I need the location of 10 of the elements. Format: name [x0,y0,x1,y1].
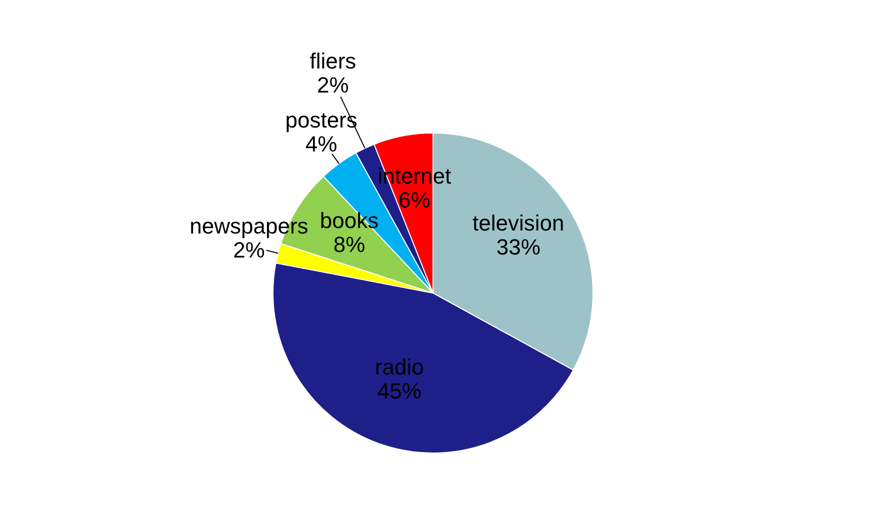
slice-label: fliers [310,48,356,74]
data-label: 8% [333,232,366,257]
slice-label: radio [374,354,424,380]
slice-label: television [472,210,564,236]
data-label: 2% [233,238,265,263]
data-label: 33% [496,234,540,260]
data-label: 6% [398,188,430,213]
data-label: 4% [305,131,338,156]
data-label: 2% [317,72,349,98]
data-label: 45% [377,378,422,404]
